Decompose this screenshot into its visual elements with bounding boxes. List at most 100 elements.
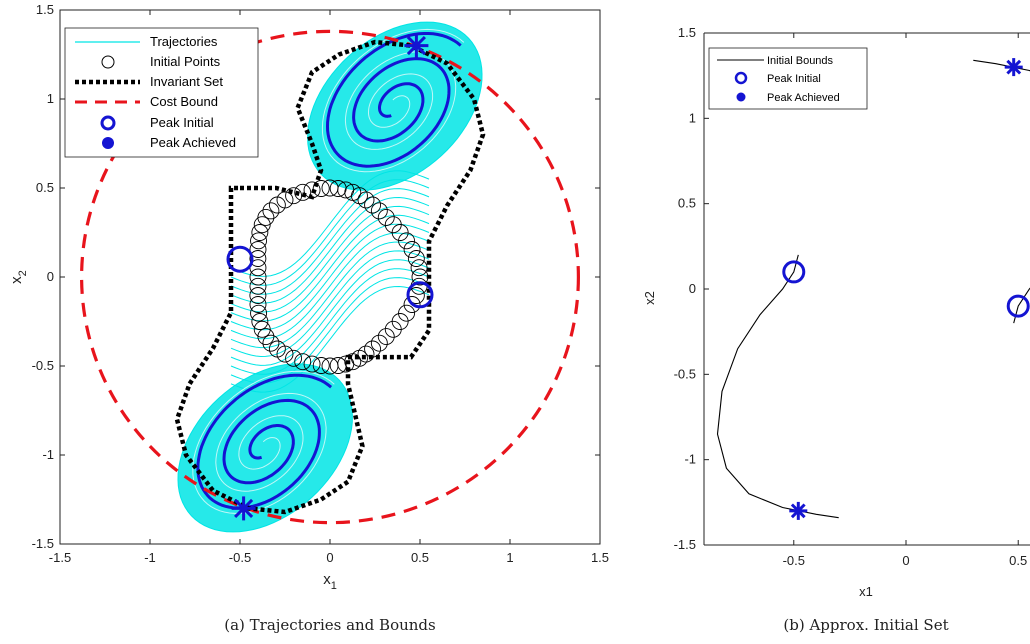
peak-achieved-marker-stroke xyxy=(406,36,426,56)
initial-point xyxy=(250,232,267,250)
peak-initial-marker xyxy=(406,281,434,309)
y-tick-label: -1.5 xyxy=(32,536,54,551)
x-tick-label: -0.5 xyxy=(783,553,805,568)
panel-b-chart: -0.5 0 0.5 -1.5 -1 -0.5 0 0.5 1 1.5 x1 x2 Initial… xyxy=(642,25,1030,634)
panel-b-caption: (b) Approx. Initial Set xyxy=(783,616,948,634)
legend-a-trajectories: Trajectories xyxy=(150,34,218,49)
peak-initial-marker xyxy=(1006,294,1030,318)
peak-achieved-marker xyxy=(231,496,256,521)
peak-achieved-marker-stroke xyxy=(234,498,254,518)
initial-bound-curve xyxy=(973,59,1030,324)
x-tick-label: 0 xyxy=(326,550,333,565)
peak-trajectory-spiral xyxy=(196,373,333,510)
peak-initial-marker xyxy=(226,245,254,273)
y-tick-label: 0.5 xyxy=(36,180,54,195)
initial-point xyxy=(303,355,321,373)
legend-b-peak-achieved: Peak Achieved xyxy=(767,92,840,104)
legend-a-peak-achieved: Peak Achieved xyxy=(150,135,236,150)
panel-a-ylabel: x2 xyxy=(8,270,29,284)
y-tick-label: 1.5 xyxy=(678,25,696,40)
initial-point xyxy=(377,328,395,346)
initial-point xyxy=(407,250,425,267)
initial-point xyxy=(262,202,280,220)
trajectory xyxy=(230,214,430,322)
panel-a-xlabel: x1 xyxy=(323,571,337,592)
trajectory xyxy=(230,170,430,277)
legend-a-peak-achieved-swatch xyxy=(102,137,114,149)
panel-a-legend: Trajectories Initial Points Invariant Se… xyxy=(64,27,259,158)
initial-point xyxy=(303,181,321,199)
initial-point xyxy=(351,349,368,367)
peak-trajectory-spiral xyxy=(325,32,462,168)
y-tick-label: 0 xyxy=(47,269,54,284)
x-tick-label: -0.5 xyxy=(229,550,251,565)
initial-point xyxy=(398,232,415,250)
initial-point xyxy=(249,268,267,286)
initial-point xyxy=(403,241,421,258)
y-tick-label: -0.5 xyxy=(32,358,54,373)
legend-a-peak-initial-swatch xyxy=(100,115,116,131)
trajectory xyxy=(230,268,430,375)
x-tick-label: 1 xyxy=(506,550,513,565)
initial-point xyxy=(357,345,375,363)
trajectory-spiral xyxy=(192,370,335,514)
panel-a-caption: (a) Trajectories and Bounds xyxy=(224,616,435,634)
initial-point xyxy=(249,287,267,304)
legend-b-peak-initial-swatch xyxy=(734,71,748,85)
initial-point xyxy=(262,334,280,352)
initial-point xyxy=(377,208,395,226)
initial-point xyxy=(249,241,267,258)
initial-point xyxy=(370,202,388,220)
trajectory-spiral xyxy=(321,28,465,173)
initial-point xyxy=(251,313,269,330)
invariant-set-boundary xyxy=(174,39,486,515)
legend-a-cost-bound: Cost Bound xyxy=(150,94,218,109)
trajectory xyxy=(230,223,430,331)
legend-a-invariant-set: Invariant Set xyxy=(150,74,223,89)
trajectory xyxy=(230,179,430,286)
legend-b-peak-achieved-swatch xyxy=(736,92,746,102)
initial-point xyxy=(249,250,267,267)
initial-point xyxy=(294,353,312,371)
peak-achieved-marker-stroke xyxy=(1006,59,1022,75)
initial-point xyxy=(403,296,421,313)
initial-point xyxy=(410,259,428,277)
y-tick-label: 1.5 xyxy=(36,2,54,17)
x-tick-label: 1.5 xyxy=(591,550,609,565)
initial-point xyxy=(312,357,330,374)
trajectory xyxy=(230,188,430,295)
cost-bound-circle xyxy=(80,29,580,525)
y-tick-label: 1 xyxy=(47,91,54,106)
initial-point xyxy=(251,224,269,241)
initial-point xyxy=(321,179,339,197)
initial-point xyxy=(249,277,267,295)
y-tick-label: -1 xyxy=(684,452,696,467)
initial-point xyxy=(285,349,303,367)
y-tick-label: -0.5 xyxy=(674,366,696,381)
trajectory xyxy=(230,205,430,313)
peak-achieved-marker xyxy=(789,501,808,520)
peak-achieved-marker xyxy=(1004,58,1023,77)
initial-point xyxy=(268,196,286,214)
y-tick-label: 0.5 xyxy=(678,196,696,211)
legend-a-peak-initial: Peak Initial xyxy=(150,115,214,130)
trajectory xyxy=(230,285,430,393)
x-tick-label: -1 xyxy=(144,550,156,565)
peak-initial-marker xyxy=(782,260,806,284)
x-tick-label: 0.5 xyxy=(411,550,429,565)
trajectory xyxy=(230,259,430,366)
initial-point xyxy=(411,268,429,286)
peak-achieved-marker-stroke xyxy=(790,503,806,519)
initial-point xyxy=(364,196,382,214)
initial-point xyxy=(253,216,271,234)
trajectory xyxy=(230,196,430,304)
legend-a-initial-points-swatch xyxy=(101,55,115,69)
initial-point xyxy=(370,334,388,352)
panel-b-xlabel: x1 xyxy=(859,584,873,599)
initial-point xyxy=(250,304,267,322)
trajectory xyxy=(230,250,430,358)
peak-achieved-marker xyxy=(404,33,429,58)
initial-point xyxy=(398,304,415,322)
initial-point xyxy=(312,180,330,197)
